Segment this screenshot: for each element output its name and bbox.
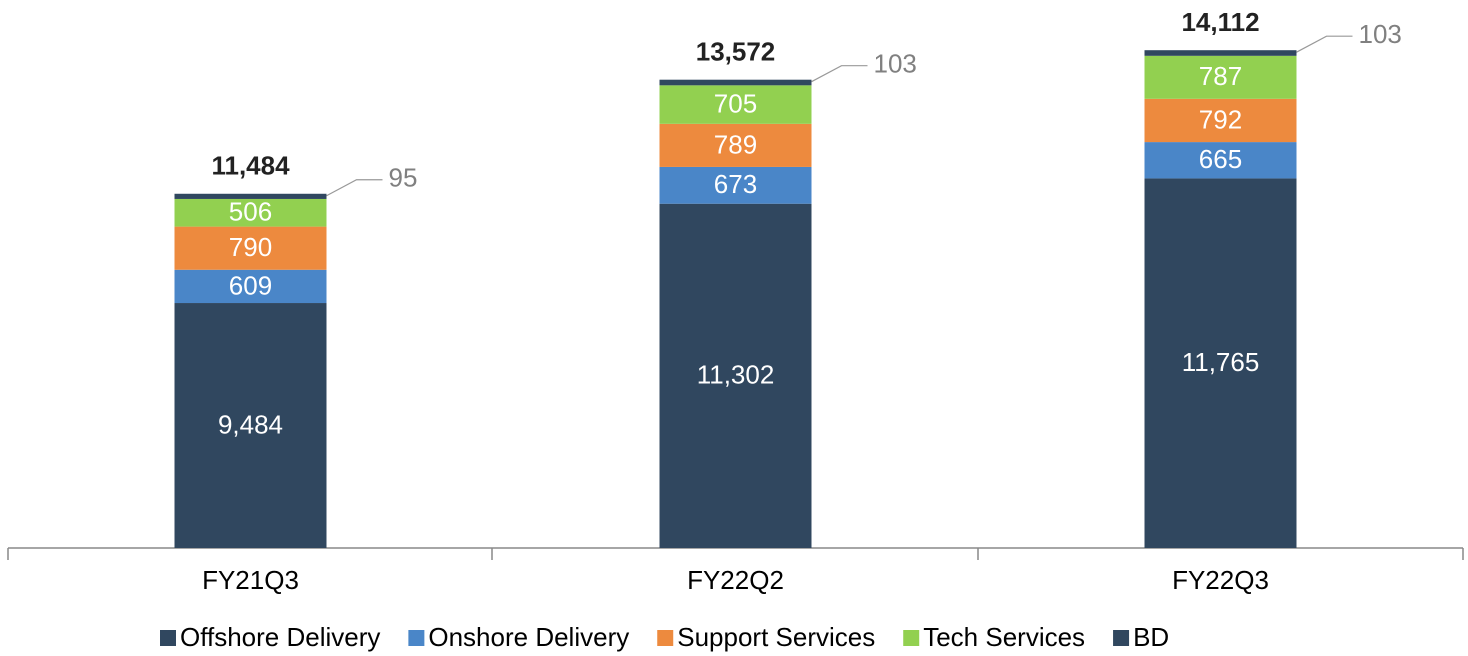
bar-segment bbox=[1144, 98, 1297, 143]
bar-segment bbox=[659, 79, 812, 86]
bar-segment bbox=[1144, 55, 1297, 99]
bar-segment bbox=[659, 123, 812, 167]
legend-label: BD bbox=[1133, 622, 1169, 652]
bar-segment bbox=[174, 226, 327, 270]
legend-label: Support Services bbox=[677, 622, 875, 652]
data-label: 705 bbox=[714, 88, 757, 118]
data-label: 506 bbox=[229, 197, 272, 227]
bar-segment bbox=[174, 269, 327, 304]
category-axis bbox=[7, 547, 1464, 560]
total-label: 14,112 bbox=[1181, 7, 1259, 37]
bar-segment bbox=[174, 198, 327, 227]
data-label: 792 bbox=[1199, 104, 1242, 134]
data-label: 665 bbox=[1199, 144, 1242, 174]
data-label: 103 bbox=[874, 49, 917, 79]
data-label: 95 bbox=[389, 163, 418, 193]
data-label: 9,484 bbox=[218, 409, 283, 439]
x-tick-label: FY22Q2 bbox=[687, 565, 784, 595]
leader-line bbox=[811, 65, 868, 83]
legend-label: Offshore Delivery bbox=[180, 622, 380, 652]
x-tick-label: FY22Q3 bbox=[1172, 565, 1269, 595]
bar-segment bbox=[1144, 50, 1297, 56]
bar-segment bbox=[659, 166, 812, 204]
data-label: 11,302 bbox=[697, 360, 775, 390]
data-label: 673 bbox=[714, 169, 757, 199]
data-label: 787 bbox=[1199, 61, 1242, 91]
total-label: 13,572 bbox=[696, 37, 776, 67]
x-tick-label: FY21Q3 bbox=[202, 565, 299, 595]
bar-segment bbox=[1144, 178, 1297, 549]
bar-segment bbox=[659, 203, 812, 548]
bar-segment bbox=[1144, 142, 1297, 179]
data-label: 103 bbox=[1359, 19, 1402, 49]
data-label: 790 bbox=[229, 232, 272, 262]
bar-segment bbox=[174, 303, 327, 548]
legend-label: Tech Services bbox=[923, 622, 1085, 652]
bar-segment bbox=[659, 85, 812, 124]
data-label: 11,765 bbox=[1182, 347, 1260, 377]
bar-segment bbox=[174, 193, 327, 199]
legend-swatch bbox=[160, 630, 176, 646]
legend-swatch bbox=[1113, 630, 1130, 646]
leader-line bbox=[1296, 35, 1353, 53]
legend-label: Onshore Delivery bbox=[428, 622, 629, 652]
legend-swatch bbox=[408, 630, 425, 646]
legend-swatch bbox=[657, 630, 674, 646]
leader-line bbox=[326, 179, 383, 197]
legend-swatch bbox=[903, 630, 920, 646]
total-label: 11,484 bbox=[211, 151, 290, 181]
data-label: 609 bbox=[229, 270, 272, 300]
data-label: 789 bbox=[714, 129, 757, 159]
